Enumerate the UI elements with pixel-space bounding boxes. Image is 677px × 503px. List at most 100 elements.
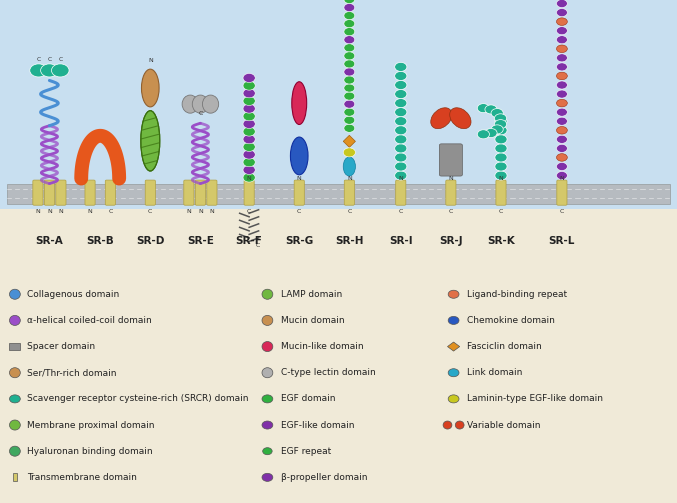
Text: N: N xyxy=(148,58,153,63)
Text: N: N xyxy=(58,209,64,214)
FancyBboxPatch shape xyxy=(183,180,194,205)
Ellipse shape xyxy=(262,342,273,352)
Text: Ser/Thr-rich domain: Ser/Thr-rich domain xyxy=(27,368,116,377)
Circle shape xyxy=(491,109,503,118)
Ellipse shape xyxy=(262,368,273,378)
Circle shape xyxy=(344,68,355,76)
Circle shape xyxy=(30,64,47,77)
Circle shape xyxy=(395,99,407,108)
Text: N: N xyxy=(448,176,454,181)
Circle shape xyxy=(556,81,567,89)
Text: Scavenger receptor cysteine-rich (SRCR) domain: Scavenger receptor cysteine-rich (SRCR) … xyxy=(27,394,248,403)
Bar xyxy=(0,0,677,209)
Circle shape xyxy=(263,448,272,455)
Circle shape xyxy=(556,135,567,143)
Ellipse shape xyxy=(9,315,20,325)
Text: Membrane proximal domain: Membrane proximal domain xyxy=(27,421,154,430)
Text: C: C xyxy=(399,209,403,214)
Text: C: C xyxy=(247,209,251,214)
Circle shape xyxy=(395,135,407,144)
Circle shape xyxy=(243,135,255,144)
Bar xyxy=(7,184,670,204)
Circle shape xyxy=(243,150,255,159)
Circle shape xyxy=(448,316,459,324)
Circle shape xyxy=(485,105,497,114)
Circle shape xyxy=(262,473,273,481)
Text: Mucin domain: Mucin domain xyxy=(281,316,345,325)
Circle shape xyxy=(9,395,20,403)
Circle shape xyxy=(395,71,407,80)
Text: Spacer domain: Spacer domain xyxy=(27,342,95,351)
FancyBboxPatch shape xyxy=(32,180,43,205)
Circle shape xyxy=(395,171,407,180)
Text: SR-J: SR-J xyxy=(439,236,462,246)
Circle shape xyxy=(448,395,459,403)
Circle shape xyxy=(485,128,497,137)
Ellipse shape xyxy=(141,69,159,107)
Ellipse shape xyxy=(556,45,567,53)
Ellipse shape xyxy=(556,154,567,161)
Ellipse shape xyxy=(450,108,471,129)
Text: C: C xyxy=(58,57,62,62)
Text: C: C xyxy=(499,209,503,214)
Circle shape xyxy=(494,114,506,123)
Circle shape xyxy=(556,36,567,44)
Text: N: N xyxy=(35,209,41,214)
FancyBboxPatch shape xyxy=(439,144,462,176)
Circle shape xyxy=(243,112,255,121)
Text: N: N xyxy=(209,209,215,214)
Bar xyxy=(0,209,677,503)
Ellipse shape xyxy=(456,421,464,429)
Circle shape xyxy=(395,80,407,90)
Ellipse shape xyxy=(290,137,308,175)
Circle shape xyxy=(395,62,407,71)
Text: C: C xyxy=(198,111,202,116)
Circle shape xyxy=(477,104,489,113)
Circle shape xyxy=(344,52,355,60)
Text: Fasciclin domain: Fasciclin domain xyxy=(467,342,542,351)
Text: SR-A: SR-A xyxy=(36,236,63,246)
FancyBboxPatch shape xyxy=(207,180,217,205)
Circle shape xyxy=(556,144,567,152)
Circle shape xyxy=(495,117,507,126)
Circle shape xyxy=(395,108,407,117)
Circle shape xyxy=(344,92,355,100)
Text: Ligand-binding repeat: Ligand-binding repeat xyxy=(467,290,567,299)
Circle shape xyxy=(243,81,255,90)
Circle shape xyxy=(448,290,459,298)
Ellipse shape xyxy=(262,315,273,325)
Ellipse shape xyxy=(141,111,160,171)
Text: Transmembrane domain: Transmembrane domain xyxy=(27,473,137,482)
Text: N: N xyxy=(87,209,93,214)
Circle shape xyxy=(395,126,407,135)
Circle shape xyxy=(477,130,489,139)
Circle shape xyxy=(344,116,355,124)
Circle shape xyxy=(262,395,273,403)
Circle shape xyxy=(51,64,69,77)
Circle shape xyxy=(41,64,58,77)
Polygon shape xyxy=(447,342,460,351)
Text: N: N xyxy=(198,209,203,214)
Circle shape xyxy=(243,127,255,136)
Circle shape xyxy=(243,142,255,151)
FancyBboxPatch shape xyxy=(145,180,156,205)
FancyBboxPatch shape xyxy=(85,180,95,205)
Circle shape xyxy=(556,172,567,180)
Circle shape xyxy=(344,60,355,68)
Ellipse shape xyxy=(9,446,20,456)
Text: Collagenous domain: Collagenous domain xyxy=(27,290,119,299)
Text: β-propeller domain: β-propeller domain xyxy=(281,473,368,482)
FancyBboxPatch shape xyxy=(44,180,54,205)
Text: N: N xyxy=(297,176,302,181)
Text: Chemokine domain: Chemokine domain xyxy=(467,316,555,325)
Text: Link domain: Link domain xyxy=(467,368,523,377)
Circle shape xyxy=(243,119,255,128)
Ellipse shape xyxy=(556,18,567,25)
Text: EGF repeat: EGF repeat xyxy=(281,447,331,456)
Circle shape xyxy=(395,153,407,162)
Circle shape xyxy=(495,144,507,153)
Circle shape xyxy=(243,158,255,167)
FancyBboxPatch shape xyxy=(496,180,506,205)
Circle shape xyxy=(343,148,355,157)
Text: C: C xyxy=(37,57,41,62)
